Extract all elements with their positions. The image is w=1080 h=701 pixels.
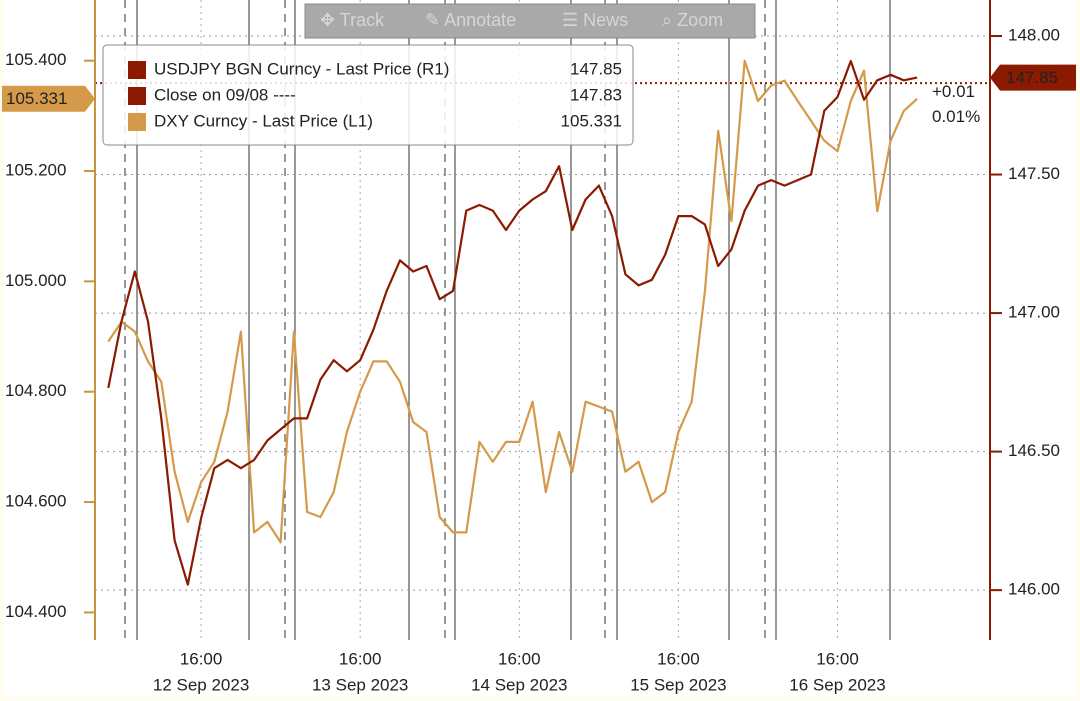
legend-swatch bbox=[128, 113, 146, 131]
y2-tick-label: 147.00 bbox=[1008, 303, 1060, 322]
x-tick-date: 15 Sep 2023 bbox=[630, 675, 726, 694]
legend-value: 147.83 bbox=[570, 85, 622, 104]
legend-value: 147.85 bbox=[570, 59, 622, 78]
last-price-badge bbox=[990, 64, 1076, 91]
legend-box bbox=[102, 44, 634, 146]
last-price-label: 105.331 bbox=[6, 89, 67, 108]
toolbar: ✥ Track ✎ Annotate ☰ News ⌕ Zoom bbox=[304, 3, 756, 39]
y2-tick-label: 147.50 bbox=[1008, 164, 1060, 183]
legend-value: 105.331 bbox=[561, 111, 622, 130]
legend-swatch bbox=[128, 61, 146, 79]
series-line bbox=[107, 59, 918, 544]
last-price-label: 147.85 bbox=[1006, 68, 1058, 87]
x-tick-label: 16:00 bbox=[339, 649, 382, 668]
news-button[interactable]: ☰ News bbox=[562, 10, 628, 30]
toolbar-bg bbox=[304, 3, 756, 39]
lines bbox=[107, 59, 918, 586]
y2-tick-label: 146.00 bbox=[1008, 580, 1060, 599]
legend-label: Close on 09/08 ---- bbox=[154, 85, 296, 104]
x-tick-date: 13 Sep 2023 bbox=[312, 675, 408, 694]
x-tick-label: 16:00 bbox=[657, 649, 700, 668]
annotate-button[interactable]: ✎ Annotate bbox=[425, 10, 516, 30]
grid bbox=[95, 0, 990, 640]
x-tick-date: 16 Sep 2023 bbox=[789, 675, 885, 694]
series-line bbox=[107, 59, 918, 586]
change-annotation: +0.01 bbox=[932, 82, 975, 101]
y-tick-label: 104.600 bbox=[5, 492, 66, 511]
legend-label: DXY Curncy - Last Price (L1) bbox=[154, 111, 373, 130]
track-button[interactable]: ✥ Track bbox=[320, 10, 385, 30]
news-label[interactable]: News bbox=[583, 10, 628, 30]
y-tick-label: 104.400 bbox=[5, 602, 66, 621]
y-tick-label: 105.400 bbox=[5, 50, 66, 69]
last-price-badge bbox=[2, 85, 95, 112]
x-tick-label: 16:00 bbox=[180, 649, 223, 668]
y2-tick-label: 148.00 bbox=[1008, 26, 1060, 45]
change-annotation: 0.01% bbox=[932, 107, 980, 126]
axis-labels: 104.400 104.600 104.800 105.000 105.200 105.4… bbox=[2, 26, 1076, 694]
y-tick-label: 105.200 bbox=[5, 161, 66, 180]
x-tick-date: 12 Sep 2023 bbox=[153, 675, 249, 694]
legend-swatch bbox=[128, 87, 146, 105]
x-tick-label: 16:00 bbox=[816, 649, 859, 668]
legend: USDJPY BGN Curncy - Last Price (R1) 147.8… bbox=[102, 44, 634, 146]
track-label[interactable]: Track bbox=[340, 10, 385, 30]
y-tick-label: 104.800 bbox=[5, 381, 66, 400]
y2-tick-label: 146.50 bbox=[1008, 441, 1060, 460]
zoom-label[interactable]: Zoom bbox=[677, 10, 723, 30]
x-tick-label: 16:00 bbox=[498, 649, 541, 668]
zoom-button[interactable]: ⌕ Zoom bbox=[662, 10, 723, 30]
x-tick-date: 14 Sep 2023 bbox=[471, 675, 567, 694]
y-tick-label: 105.000 bbox=[5, 271, 66, 290]
annotate-label[interactable]: Annotate bbox=[444, 10, 516, 30]
legend-label: USDJPY BGN Curncy - Last Price (R1) bbox=[154, 59, 449, 78]
